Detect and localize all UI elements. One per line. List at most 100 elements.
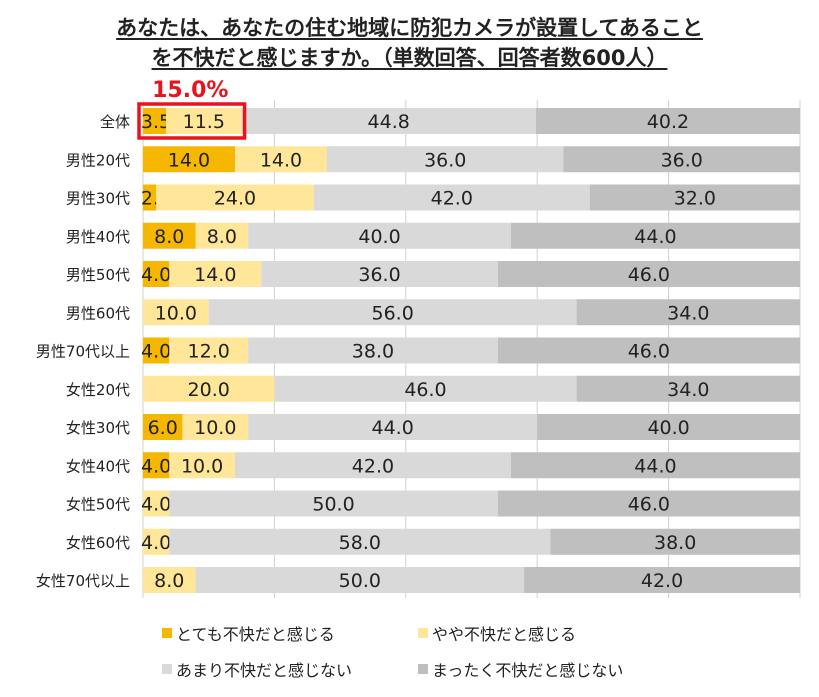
category-label: 女性30代 (66, 419, 130, 437)
data-label: 40.0 (647, 417, 689, 439)
annotation-label: 15.0% (152, 78, 228, 103)
data-label: 8.0 (154, 226, 184, 248)
data-label: 58.0 (339, 532, 381, 554)
data-label: 36.0 (358, 264, 400, 286)
bar-segment (261, 261, 498, 287)
data-label: 36.0 (661, 149, 703, 171)
data-label: 24.0 (214, 188, 256, 210)
bar-segment (234, 452, 511, 479)
data-label: 8.0 (207, 226, 237, 248)
data-label: 40.2 (647, 111, 689, 133)
bar-segment (497, 337, 800, 364)
bar-segment (208, 299, 577, 326)
bar-segment (143, 222, 196, 249)
bar-segment (326, 146, 564, 173)
bar-segment (241, 108, 536, 134)
data-label: 32.0 (674, 188, 716, 210)
category-label: 男性30代 (66, 190, 130, 208)
bar-segment (576, 375, 800, 402)
legend-swatch (418, 628, 428, 638)
bar-segment (143, 528, 170, 555)
bar-segment (195, 222, 249, 249)
bar-segment (143, 299, 209, 326)
category-label: 全体 (100, 113, 130, 131)
bar-segment (143, 490, 170, 517)
bar-segment (143, 261, 170, 287)
data-label: 4.0 (141, 341, 171, 363)
data-label: 36.0 (424, 149, 466, 171)
bar-segment (143, 414, 183, 440)
data-label: 46.0 (628, 264, 670, 286)
bar-segment (169, 337, 249, 364)
data-label: 50.0 (339, 570, 381, 592)
category-label: 男性70代以上 (36, 343, 130, 361)
data-label: 8.0 (154, 570, 184, 592)
bar-segment (169, 261, 262, 287)
highlight-box (137, 102, 247, 140)
bar-segment (143, 375, 275, 402)
bar-segment (550, 528, 800, 555)
data-label: 10.0 (194, 417, 236, 439)
bar-segment (169, 452, 235, 479)
legend-swatch (162, 664, 172, 674)
bar-segment (524, 567, 800, 593)
bar-segment (563, 146, 800, 173)
bar-segment (169, 528, 551, 555)
data-label: 46.0 (404, 379, 446, 401)
data-label: 4.0 (141, 455, 171, 477)
category-label: 男性20代 (66, 151, 130, 169)
data-label: 44.8 (368, 111, 410, 133)
data-label: 34.0 (667, 379, 709, 401)
bar-segment (143, 567, 196, 593)
bar-segment (313, 184, 590, 211)
category-label: 男性40代 (66, 228, 130, 246)
bar-segment (182, 414, 249, 440)
data-label: 40.0 (358, 226, 400, 248)
data-label: 14.0 (168, 149, 210, 171)
data-label: 20.0 (188, 379, 230, 401)
data-label: 44.0 (372, 417, 414, 439)
bar-segment (169, 490, 498, 517)
data-label: 44.0 (634, 455, 676, 477)
data-label: 56.0 (372, 302, 414, 324)
legend-label: とても不快だと感じる (176, 625, 335, 644)
category-label: 女性50代 (66, 496, 130, 514)
data-label: 3.5 (141, 111, 171, 133)
category-label: 男性50代 (66, 266, 130, 284)
bar-segment (234, 146, 327, 173)
bar-segment (248, 337, 498, 364)
bar-segment (143, 184, 157, 211)
data-label: 4.0 (141, 494, 171, 516)
data-label: 34.0 (667, 302, 709, 324)
bar-segment (143, 337, 170, 364)
bar-segment (195, 567, 525, 593)
bar-segment (510, 452, 800, 479)
legend-label: やや不快だと感じる (432, 625, 576, 644)
data-label: 42.0 (641, 570, 683, 592)
data-label: 12.0 (188, 341, 230, 363)
data-label: 4.0 (141, 264, 171, 286)
category-label: 女性20代 (66, 381, 130, 399)
data-label: 11.5 (183, 111, 225, 133)
bar-segment (248, 414, 538, 440)
bar-segment (537, 414, 800, 440)
bar-segment (143, 146, 235, 173)
data-label: 46.0 (628, 341, 670, 363)
data-label: 4.0 (141, 532, 171, 554)
data-label: 50.0 (312, 494, 354, 516)
category-label: 女性70代以上 (36, 572, 130, 590)
bar-segment (274, 375, 577, 402)
chart-title-line-1: あなたは、あなたの住む地域に防犯カメラが設置してあること (116, 16, 703, 40)
data-label: 42.0 (431, 188, 473, 210)
data-label: 42.0 (352, 455, 394, 477)
bar-segment (248, 222, 511, 249)
bar-segment (143, 452, 170, 479)
data-label: 38.0 (654, 532, 696, 554)
data-label: 38.0 (352, 341, 394, 363)
bar-segment (589, 184, 800, 211)
data-label: 10.0 (181, 455, 223, 477)
legend-label: まったく不快だと感じない (432, 661, 623, 680)
category-label: 女性40代 (66, 457, 130, 475)
data-label: 46.0 (628, 494, 670, 516)
